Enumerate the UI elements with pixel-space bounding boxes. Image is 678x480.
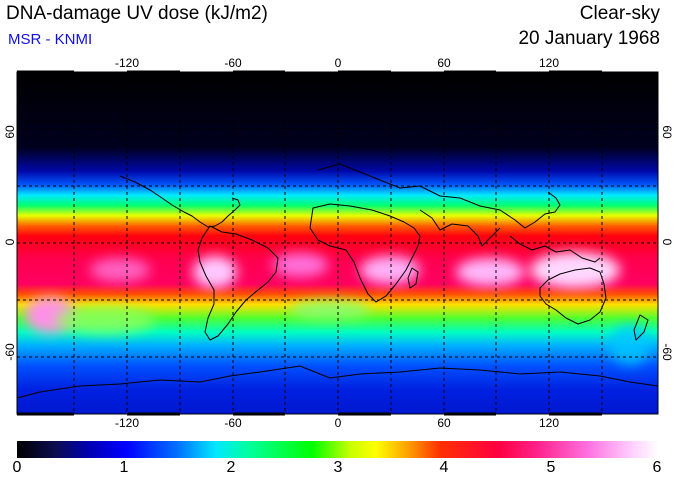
colorbar bbox=[17, 441, 658, 458]
africa-coast bbox=[309, 203, 421, 303]
map-frame bbox=[16, 71, 659, 415]
lon-tick-top: 120 bbox=[538, 56, 560, 70]
lon-tick-top: 0 bbox=[334, 56, 342, 70]
frame-tick-marks bbox=[17, 70, 602, 416]
credit-label: MSR - KNMI bbox=[8, 31, 93, 48]
lon-tick-bottom: 0 bbox=[334, 416, 342, 430]
map-title: DNA-damage UV dose (kJ/m2) bbox=[6, 3, 268, 24]
colorbar-label: 1 bbox=[119, 459, 129, 476]
colorbar-label: 6 bbox=[652, 459, 662, 476]
madagascar-coast bbox=[407, 267, 419, 289]
lon-tick-bottom: -120 bbox=[114, 416, 140, 430]
colorbar-label: 5 bbox=[546, 459, 556, 476]
australia-coast bbox=[539, 267, 607, 325]
lon-tick-bottom: 60 bbox=[437, 416, 451, 430]
eurasia-coast bbox=[317, 163, 561, 229]
colorbar-label: 3 bbox=[333, 459, 343, 476]
south-america-coast bbox=[197, 225, 279, 341]
colorbar-label: 4 bbox=[439, 459, 449, 476]
low-dose-patches bbox=[55, 300, 650, 365]
lon-tick-top: -60 bbox=[224, 56, 242, 70]
lon-tick-top: 60 bbox=[437, 56, 451, 70]
lon-tick-top: -120 bbox=[114, 56, 140, 70]
lon-tick-bottom: 120 bbox=[538, 416, 560, 430]
sky-condition-label: Clear-sky bbox=[579, 3, 660, 24]
antarctica-coast bbox=[16, 365, 659, 399]
maritime-se-asia-coast bbox=[509, 235, 601, 263]
colorbar-label: 0 bbox=[12, 459, 22, 476]
uv-dose-map bbox=[16, 70, 659, 416]
new-zealand-coast bbox=[633, 314, 649, 341]
arabia-india-coast bbox=[419, 209, 501, 247]
coastlines bbox=[16, 163, 659, 399]
north-america-coast bbox=[119, 175, 241, 228]
graticule bbox=[17, 72, 658, 414]
date-label: 20 January 1968 bbox=[518, 28, 660, 49]
lon-tick-bottom: -60 bbox=[224, 416, 242, 430]
colorbar-label: 2 bbox=[226, 459, 236, 476]
